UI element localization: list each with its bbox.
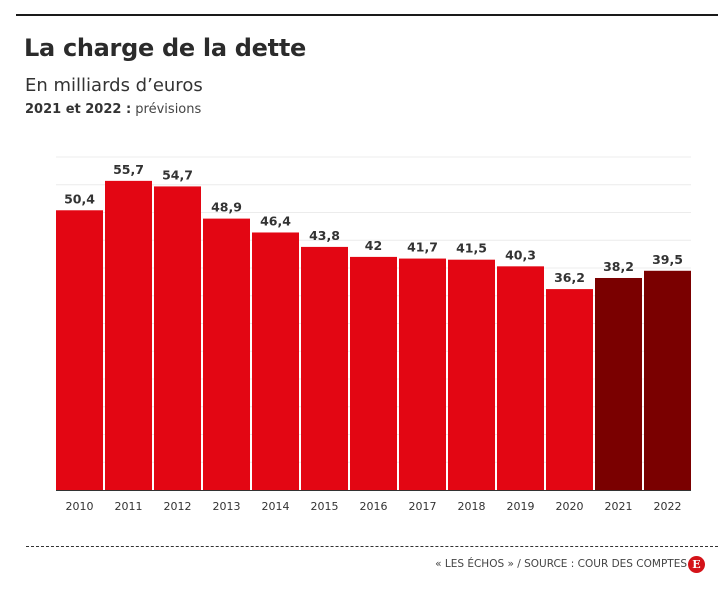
bar-2019	[497, 266, 544, 490]
bar-value-label-2022: 39,5	[652, 252, 683, 267]
bars	[56, 180, 691, 491]
bar-2010	[56, 210, 103, 490]
bar-value-label-2010: 50,4	[64, 191, 95, 206]
bar-value-label-2019: 40,3	[505, 247, 536, 262]
x-tick-label-2014: 2014	[262, 500, 290, 513]
bar-value-label-2011: 55,7	[113, 162, 144, 177]
bar-2013	[203, 218, 250, 491]
bar-value-label-2021: 38,2	[603, 259, 634, 274]
chart-title: La charge de la dette	[24, 34, 306, 62]
bar-2011	[105, 180, 152, 491]
source-credit: « LES ÉCHOS » / SOURCE : COUR DES COMPTE…	[435, 558, 687, 570]
bar-2014	[252, 232, 299, 491]
x-tick-label-2019: 2019	[507, 500, 535, 513]
x-tick-label-2018: 2018	[458, 500, 486, 513]
bar-chart: 50,4 55,7 54,7 48,9 46,4 43,8 42 41,7 41,5 40,3 36…	[56, 156, 691, 513]
forecast-note-years: 2021 et 2022 :	[25, 102, 132, 117]
x-tick-label-2013: 2013	[213, 500, 241, 513]
forecast-note: 2021 et 2022 : prévisions	[25, 102, 201, 117]
x-tick-label-2016: 2016	[360, 500, 388, 513]
bar-value-label-2018: 41,5	[456, 241, 487, 256]
bar-2015	[301, 246, 348, 490]
chart-subtitle: En milliards d’euros	[25, 75, 203, 96]
bar-2020	[546, 289, 593, 490]
x-tick-label-2020: 2020	[556, 500, 584, 513]
forecast-note-text: prévisions	[131, 102, 202, 117]
x-tick-label-2012: 2012	[164, 500, 192, 513]
les-echos-logo: E	[688, 556, 705, 573]
x-tick-label-2022: 2022	[654, 500, 682, 513]
bar-2022	[644, 270, 691, 490]
bar-value-label-2014: 46,4	[260, 213, 291, 228]
bar-2012	[154, 186, 201, 491]
value-labels: 50,4 55,7 54,7 48,9 46,4 43,8 42 41,7 41,5 40,3 36…	[64, 162, 683, 285]
bar-value-label-2015: 43,8	[309, 228, 340, 243]
footer-rule	[26, 546, 718, 547]
x-tick-label-2017: 2017	[409, 500, 437, 513]
bar-2017	[399, 258, 446, 490]
bar-value-label-2016: 42	[365, 238, 382, 253]
bar-2018	[448, 259, 495, 490]
x-tick-label-2011: 2011	[115, 500, 143, 513]
bar-value-label-2012: 54,7	[162, 167, 193, 182]
bar-2016	[350, 256, 397, 490]
bar-value-label-2020: 36,2	[554, 270, 585, 285]
bar-value-label-2017: 41,7	[407, 240, 438, 255]
top-rule	[16, 14, 718, 16]
x-tick-label-2010: 2010	[66, 500, 94, 513]
x-tick-label-2021: 2021	[605, 500, 633, 513]
bar-2021	[595, 277, 642, 490]
bar-value-label-2013: 48,9	[211, 200, 242, 215]
x-axis-ticks: 2010 2011 2012 2013 2014 2015 2016 2017 2018 2019…	[66, 500, 682, 513]
x-tick-label-2015: 2015	[311, 500, 339, 513]
